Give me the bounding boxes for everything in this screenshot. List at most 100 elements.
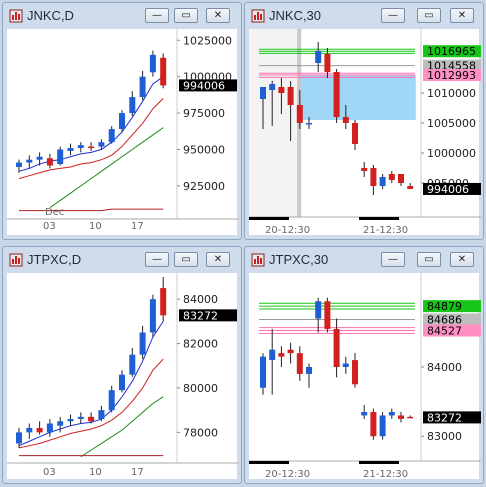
candle [26,423,33,440]
minimize-button[interactable]: — [381,8,405,23]
y-tick-label: 975000 [183,107,225,120]
candle [67,414,74,426]
moving-average-line [18,76,164,172]
candle [287,81,294,141]
candle [77,142,84,153]
minimize-button[interactable]: — [145,252,169,267]
candle [306,363,312,388]
candle [26,155,33,169]
candle [46,153,53,169]
candle [398,412,404,423]
maximize-button[interactable]: ▭ [174,8,198,23]
candle [260,353,266,395]
chart-canvas: 1010000100500010000009950001016965101455… [249,29,481,236]
candle [370,165,377,195]
candle [36,152,43,166]
x-tick-label: 03 [43,467,56,478]
svg-text:84686: 84686 [427,314,462,327]
minimize-button[interactable]: — [145,8,169,23]
candle [315,297,322,333]
session-bar [249,217,289,220]
x-tick-label: 21-12:30 [363,469,408,480]
candle [287,342,294,364]
title-bar[interactable]: JTPXC,D — ▭ ✕ [3,247,241,273]
candle [379,174,386,189]
close-button[interactable]: ✕ [450,252,474,267]
svg-text:994006: 994006 [183,79,225,92]
svg-text:84879: 84879 [427,300,462,313]
y-tick-label: 1005000 [427,117,476,130]
x-tick-label: 17 [131,467,144,478]
price-chart[interactable]: 1010000100500010000009950001016965101455… [249,29,481,236]
svg-text:83272: 83272 [427,411,462,424]
candle [149,294,156,337]
svg-text:1016965: 1016965 [427,45,476,58]
y-tick-label: 1010000 [427,87,476,100]
candle [278,78,285,114]
chart-app-icon [251,9,265,23]
candle [361,405,368,419]
candle [16,427,22,448]
close-button[interactable]: ✕ [450,8,474,23]
candle [129,91,136,116]
x-tick-label: 21-12:30 [363,225,408,236]
candle [57,416,64,433]
candle [361,162,368,177]
candle [269,81,276,126]
candle [407,415,414,419]
candle [119,110,125,133]
candle [398,174,404,186]
price-tag: 84686 [423,313,481,327]
candle [352,120,358,150]
chart-app-icon [251,253,265,267]
candle [98,139,105,150]
minimize-button[interactable]: — [381,252,405,267]
candle [379,412,386,440]
price-tag: 994006 [179,79,237,92]
close-button[interactable]: ✕ [206,8,230,23]
candle [370,408,377,440]
x-tick-label: 17 [131,221,144,232]
candle [108,385,115,413]
candle [67,143,74,156]
moving-average-line [18,98,164,180]
svg-text:1012993: 1012993 [427,69,476,82]
candle [149,50,156,77]
candle [333,318,340,378]
maximize-button[interactable]: ▭ [174,252,198,267]
candle [77,412,84,424]
x-tick-label: Dec [45,207,64,218]
price-chart[interactable]: 1025000 1000000 975000 950000 925000 994006 De… [7,29,239,235]
title-bar[interactable]: JNKC,D — ▭ ✕ [3,3,241,29]
title-bar[interactable]: JNKC,30 — ▭ ✕ [245,3,483,29]
price-chart[interactable]: 84000 83000 84879 84686 84527 83272 20-12:30 21… [249,273,481,480]
candle [98,405,105,422]
price-tag: 84527 [423,324,481,338]
price-tag: 1016965 [423,45,481,58]
x-tick-label: 03 [43,221,56,232]
close-button[interactable]: ✕ [206,252,230,267]
price-tag: 83272 [179,309,237,322]
moving-average-line [19,208,164,212]
candle [342,105,349,129]
title-bar[interactable]: JTPXC,30 — ▭ ✕ [245,247,483,273]
chart-window-jtpxc-30min[interactable]: JTPXC,30 — ▭ ✕ 84000 83000 84879 84686 84527… [244,246,484,484]
y-tick-label: 950000 [183,143,225,156]
chart-window-jnkc-daily[interactable]: JNKC,D — ▭ ✕ 1025000 1000000 975000 950000 9… [2,2,242,240]
candle [46,419,53,437]
chart-window-jtpxc-daily[interactable]: JTPXC,D — ▭ ✕ 84000 82000 80000 78000 83272 0… [2,246,242,484]
candle [388,408,395,419]
maximize-button[interactable]: ▭ [417,252,441,267]
window-title: JNKC,30 [269,8,322,23]
candle [342,356,349,374]
candle [333,69,340,123]
candle [36,421,43,435]
price-tag: 84879 [423,300,481,313]
chart-window-jnkc-30min[interactable]: JNKC,30 — ▭ ✕ 10100001005000100000099500… [244,2,484,240]
candle [129,348,136,377]
maximize-button[interactable]: ▭ [417,8,441,23]
y-tick-label: 1025000 [183,34,232,47]
price-chart[interactable]: 84000 82000 80000 78000 83272 03 10 17 [7,273,239,479]
candle [296,346,303,381]
